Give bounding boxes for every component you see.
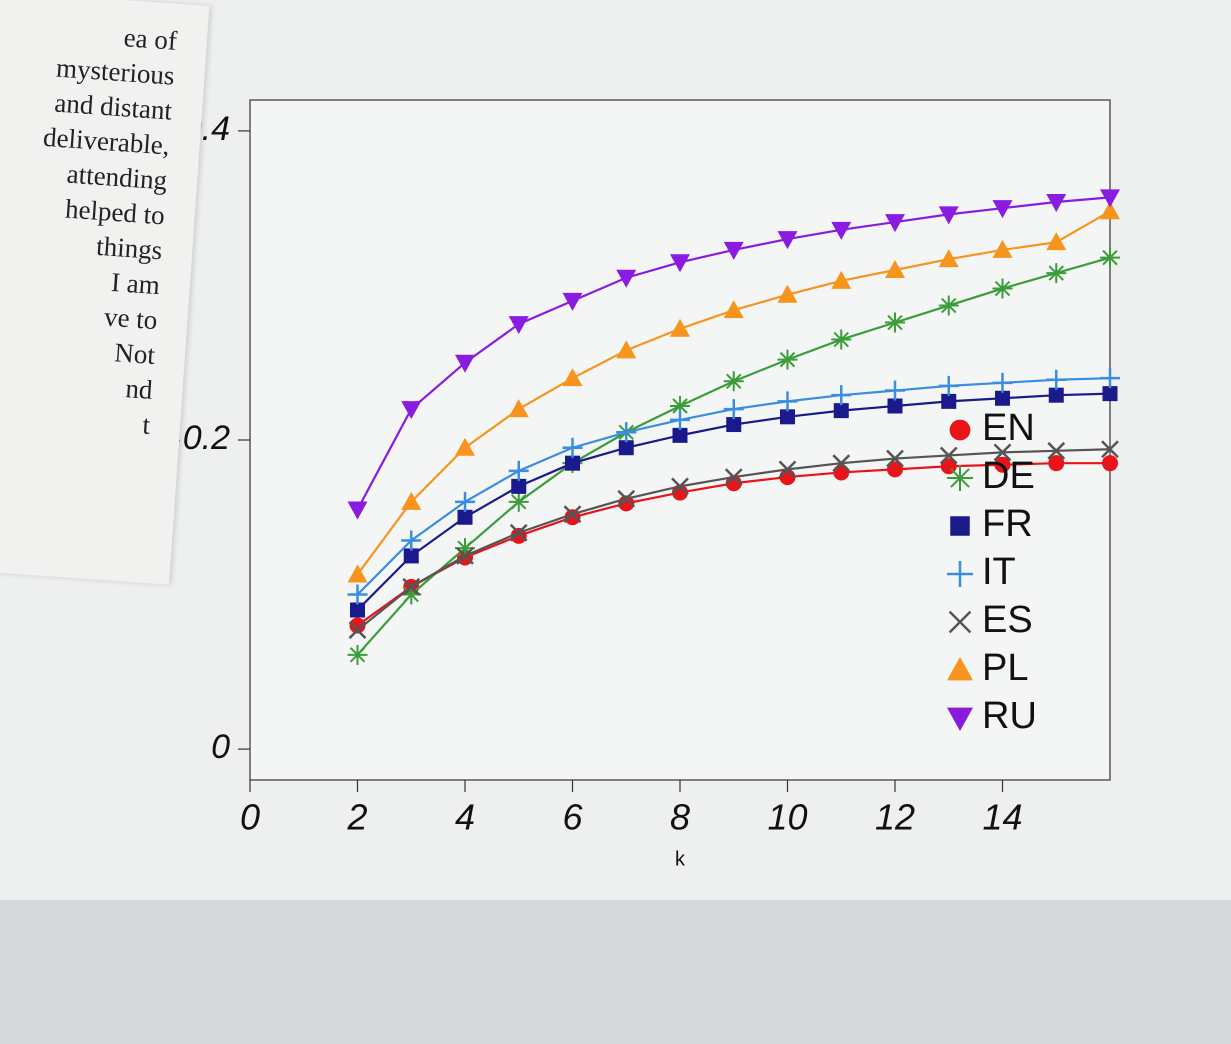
x-tick-label: 6 [562, 797, 583, 838]
marker [724, 371, 744, 391]
marker [780, 469, 796, 485]
legend-label: RU [982, 695, 1037, 737]
legend-label: FR [982, 503, 1033, 545]
marker [458, 510, 473, 525]
marker [1046, 263, 1066, 283]
marker [780, 409, 795, 424]
marker [888, 399, 903, 414]
x-tick-label: 12 [875, 797, 915, 838]
marker [834, 403, 849, 418]
legend-label: PL [982, 647, 1028, 689]
marker [511, 479, 526, 494]
marker [619, 440, 634, 455]
legend-label: DE [982, 455, 1035, 497]
page-edge [0, 900, 1231, 1044]
y-tick-label: 0 [211, 728, 230, 766]
legend-label: EN [982, 407, 1035, 449]
x-tick-label: 0 [240, 797, 260, 838]
marker [673, 428, 688, 443]
x-tick-label: 2 [346, 797, 367, 838]
x-tick-label: 8 [670, 797, 690, 838]
marker [509, 492, 529, 512]
marker [1102, 455, 1118, 471]
marker [833, 464, 849, 480]
marker [404, 548, 419, 563]
y-tick-label: 0.2 [183, 419, 230, 457]
marker [565, 456, 580, 471]
legend-label: ES [982, 599, 1033, 641]
marker [995, 391, 1010, 406]
marker [941, 394, 956, 409]
marker [939, 296, 959, 316]
marker [1049, 388, 1064, 403]
x-tick-label: 4 [455, 797, 475, 838]
x-tick-label: 14 [982, 797, 1022, 838]
marker [350, 603, 365, 618]
marker [831, 330, 851, 350]
marker [1100, 248, 1120, 268]
marker [885, 313, 905, 333]
legend-label: IT [982, 551, 1016, 593]
legend-marker [950, 420, 971, 441]
marker [726, 417, 741, 432]
legend-marker [950, 516, 970, 536]
marker [778, 350, 798, 370]
marker [1103, 386, 1118, 401]
legend-marker [947, 465, 973, 491]
marker [348, 645, 368, 665]
marker [993, 279, 1013, 299]
x-axis-label: k [675, 848, 686, 870]
x-tick-label: 10 [767, 797, 807, 838]
